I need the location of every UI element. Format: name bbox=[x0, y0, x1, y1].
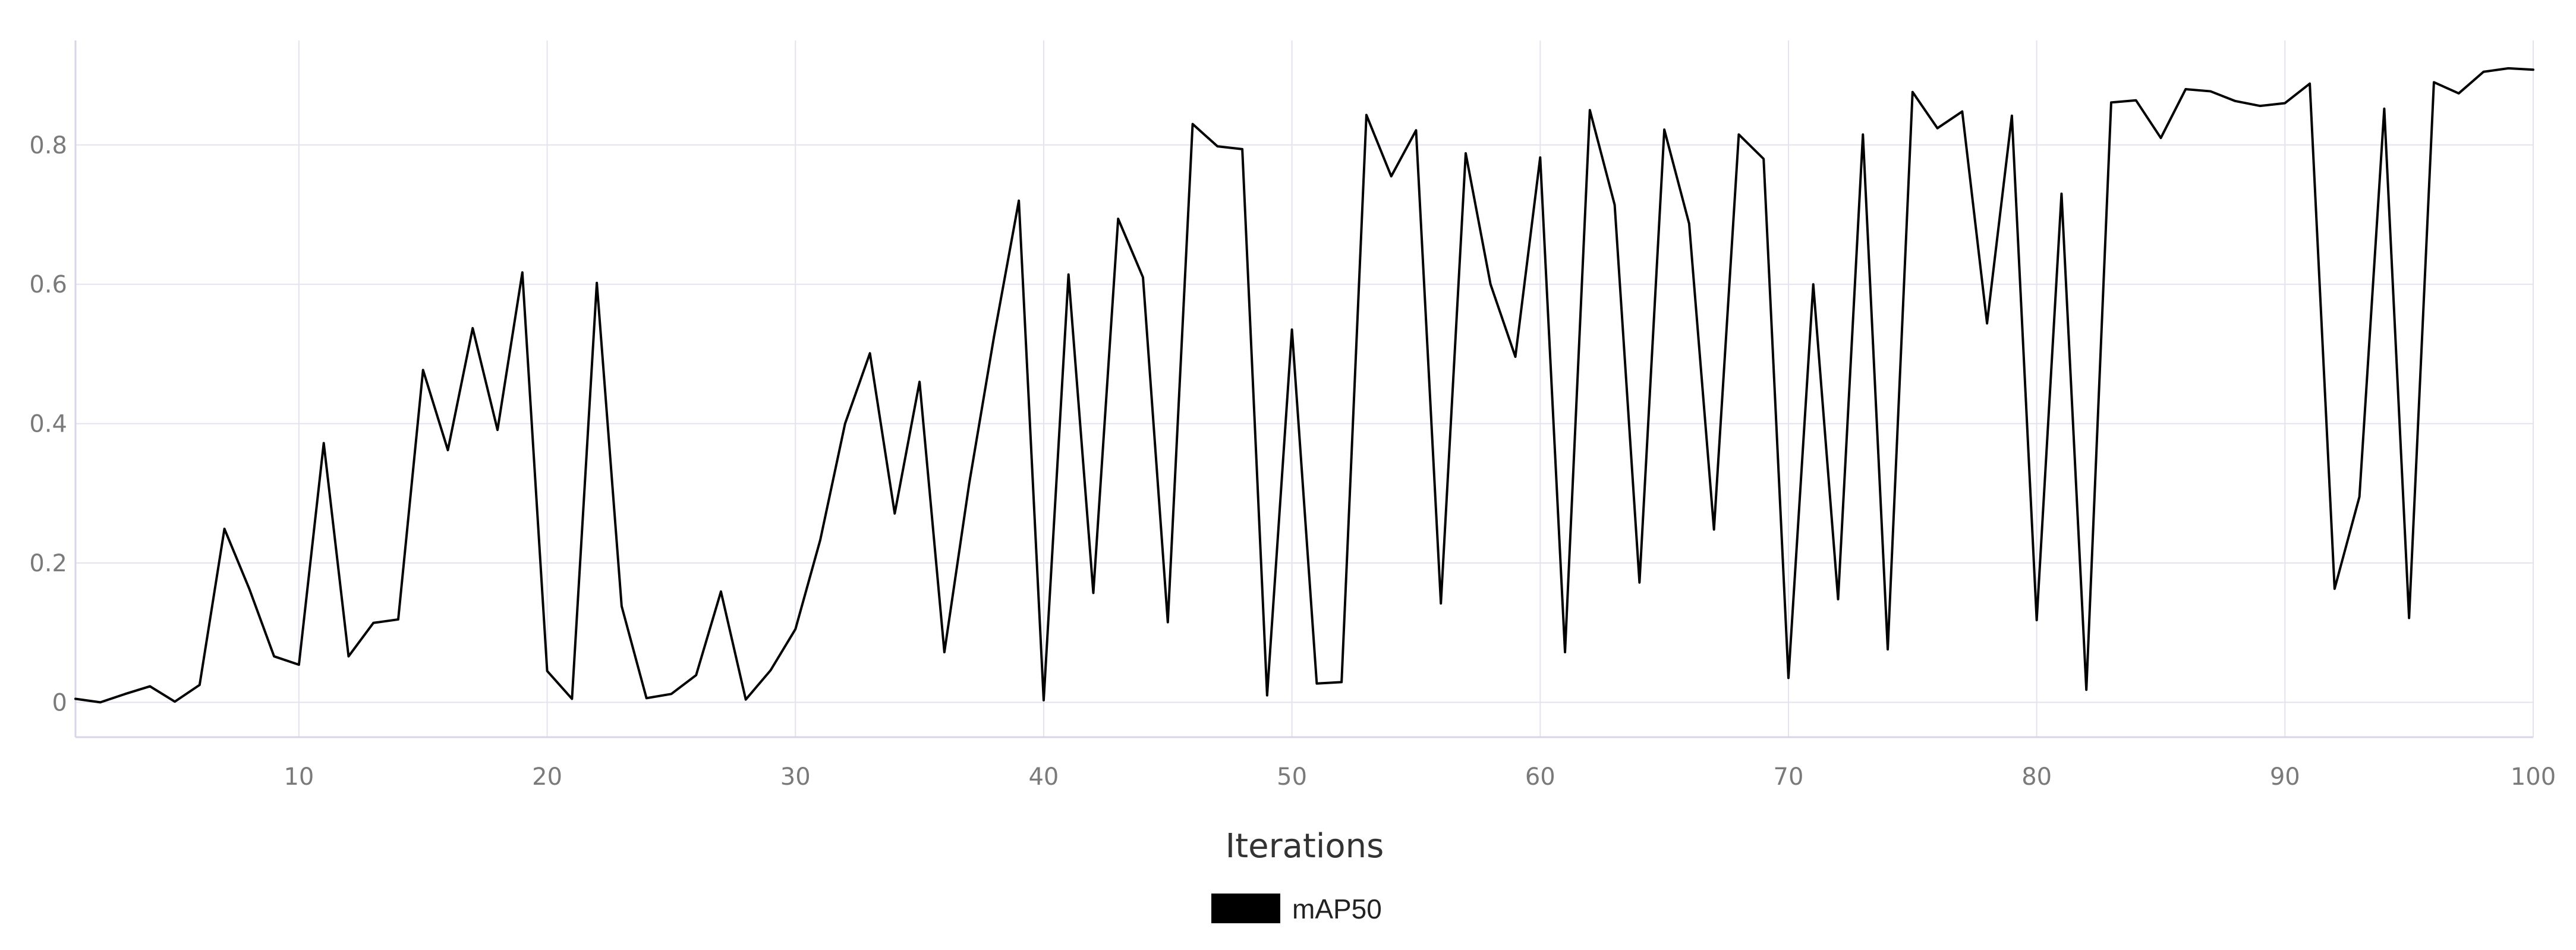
x-tick-label: 50 bbox=[1277, 763, 1307, 791]
x-tick-label: 100 bbox=[2511, 763, 2556, 791]
x-tick-label: 60 bbox=[1525, 763, 1555, 791]
y-tick-label: 0 bbox=[52, 689, 67, 716]
x-tick-label: 20 bbox=[532, 763, 562, 791]
legend: mAP50 bbox=[1211, 894, 1382, 924]
legend-label: mAP50 bbox=[1292, 894, 1382, 924]
x-tick-label: 10 bbox=[284, 763, 314, 791]
y-tick-label: 0.4 bbox=[29, 411, 67, 438]
y-tick-label: 0.6 bbox=[29, 271, 67, 298]
x-tick-labels: 10 20 30 40 50 60 70 80 90 100 bbox=[284, 763, 2556, 791]
x-tick-label: 70 bbox=[1774, 763, 1804, 791]
x-tick-label: 80 bbox=[2021, 763, 2052, 791]
y-tick-labels: 0 0.2 0.4 0.6 0.8 bbox=[29, 132, 67, 717]
y-tick-label: 0.2 bbox=[29, 550, 67, 577]
plot-area bbox=[74, 67, 2534, 704]
axes bbox=[74, 40, 2533, 738]
x-tick-label: 40 bbox=[1028, 763, 1059, 791]
x-tick-label: 90 bbox=[2270, 763, 2300, 791]
x-tick-label: 30 bbox=[780, 763, 811, 791]
grid bbox=[75, 40, 2534, 737]
x-axis-title: Iterations bbox=[1226, 827, 1384, 866]
series-line-mAP50 bbox=[74, 67, 2534, 704]
legend-swatch bbox=[1211, 894, 1280, 923]
y-tick-label: 0.8 bbox=[29, 132, 67, 159]
